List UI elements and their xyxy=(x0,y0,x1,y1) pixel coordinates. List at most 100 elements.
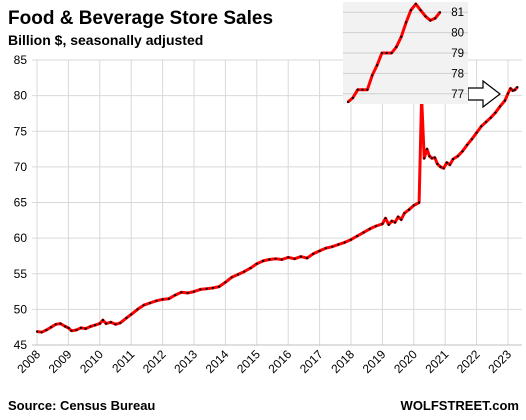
data-point xyxy=(101,319,104,322)
x-tick-label: 2017 xyxy=(297,347,326,376)
y-axis-ticks: 45 50 55 60 65 70 75 80 85 xyxy=(14,53,28,352)
data-point xyxy=(67,326,70,329)
data-point xyxy=(274,257,277,260)
data-point xyxy=(506,92,510,95)
inset-gridlines xyxy=(343,11,468,95)
x-tick-label: 2013 xyxy=(171,347,200,376)
data-point xyxy=(236,273,240,276)
data-point xyxy=(433,156,436,159)
data-point xyxy=(255,262,258,265)
inset-data-point xyxy=(429,19,432,22)
data-point xyxy=(70,329,73,332)
data-point xyxy=(136,308,139,311)
brand-watermark: WOLFSTREET.com xyxy=(401,398,519,413)
inset-data-point xyxy=(346,100,350,104)
x-tick-label: 2016 xyxy=(266,347,295,376)
data-point xyxy=(114,323,117,326)
inset-tick-label: 81 xyxy=(451,7,464,19)
data-point xyxy=(75,328,78,332)
x-tick-label: 2014 xyxy=(203,347,232,376)
inset-data-point xyxy=(409,9,412,12)
data-point xyxy=(324,247,327,250)
data-point xyxy=(94,324,97,327)
data-point xyxy=(125,316,128,319)
x-tick-label: 2018 xyxy=(328,347,357,376)
data-point xyxy=(331,245,334,248)
data-point xyxy=(403,212,406,215)
data-point xyxy=(161,298,164,301)
data-point xyxy=(484,120,488,124)
y-tick-label: 75 xyxy=(14,124,28,138)
data-point xyxy=(287,256,290,259)
data-point xyxy=(98,322,101,325)
data-point xyxy=(381,222,384,225)
data-point xyxy=(423,157,426,160)
data-point xyxy=(186,291,189,295)
data-point xyxy=(262,259,265,262)
data-point xyxy=(418,201,421,204)
data-point xyxy=(299,255,302,258)
data-point xyxy=(448,163,451,166)
data-point xyxy=(40,331,43,334)
data-point xyxy=(130,313,133,316)
data-point xyxy=(79,326,83,329)
data-point xyxy=(368,227,371,230)
data-point xyxy=(218,285,221,288)
data-point xyxy=(59,322,62,325)
inset-tick-label: 78 xyxy=(451,68,464,80)
inset-data-point xyxy=(395,45,398,49)
data-point xyxy=(205,287,208,290)
data-point xyxy=(167,297,170,300)
data-point xyxy=(499,105,502,108)
x-axis-ticks: 2008 2009 2010 2011 2012 2013 2014 2015 2016 2017… xyxy=(14,347,514,376)
y-tick-label: 85 xyxy=(14,53,28,67)
x-tick-label: 2019 xyxy=(360,347,389,376)
inset-tick-label: 80 xyxy=(451,28,464,40)
y-tick-label: 60 xyxy=(14,231,28,245)
inset-data-point xyxy=(438,11,442,14)
inset-data-point xyxy=(385,51,388,55)
data-point xyxy=(280,258,283,261)
inset-data-point xyxy=(351,96,354,99)
data-point xyxy=(35,330,39,333)
y-tick-label: 45 xyxy=(14,338,28,352)
inset-tick-label: 77 xyxy=(451,89,464,101)
data-point xyxy=(390,219,393,223)
data-point xyxy=(461,150,464,153)
inset-data-point xyxy=(419,9,422,12)
data-point xyxy=(466,143,469,146)
data-point xyxy=(199,288,202,291)
data-point xyxy=(305,257,309,260)
data-point xyxy=(456,155,459,158)
y-tick-label: 65 xyxy=(14,196,28,210)
data-point xyxy=(109,321,112,324)
inset-data-point xyxy=(414,2,417,6)
data-point xyxy=(148,301,152,305)
x-tick-label: 2021 xyxy=(423,347,452,376)
data-point xyxy=(362,231,365,234)
data-point xyxy=(445,161,448,164)
source-note: Source: Census Bureau xyxy=(8,398,155,413)
x-tick-label: 2020 xyxy=(391,347,420,376)
data-point xyxy=(356,234,359,238)
x-tick-label: 2012 xyxy=(140,347,169,376)
x-tick-label: 2009 xyxy=(46,347,75,376)
main-gridlines xyxy=(32,59,522,346)
inset-data-point xyxy=(376,64,379,67)
arrow-icon xyxy=(467,79,501,109)
data-point xyxy=(384,217,387,220)
series-line xyxy=(36,86,519,334)
data-point xyxy=(230,276,233,279)
data-point xyxy=(475,131,478,134)
data-point xyxy=(439,165,442,168)
data-point xyxy=(412,204,415,207)
data-point xyxy=(513,88,517,91)
inset-data-point xyxy=(380,51,383,55)
data-point xyxy=(349,238,353,241)
data-point xyxy=(337,243,340,246)
data-point xyxy=(84,327,87,330)
inset-data-point xyxy=(361,88,364,91)
data-point xyxy=(442,167,445,170)
inset-data-point xyxy=(356,88,359,91)
